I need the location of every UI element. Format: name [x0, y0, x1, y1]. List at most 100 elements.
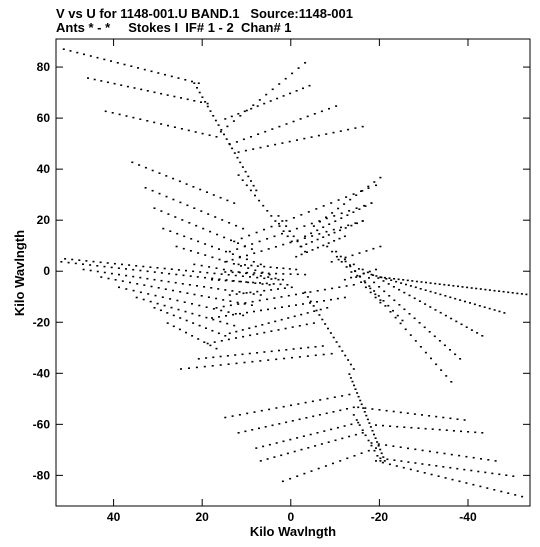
uv-point	[165, 195, 168, 198]
uv-point	[270, 330, 273, 332]
uv-point	[494, 460, 497, 462]
uv-point	[282, 243, 285, 246]
uv-point	[226, 322, 229, 325]
uv-point	[225, 138, 228, 140]
uv-point	[118, 113, 121, 116]
uv-point	[375, 184, 377, 187]
uv-point	[219, 320, 222, 323]
uv-point	[146, 277, 149, 280]
uv-point	[205, 357, 208, 359]
uv-point	[334, 220, 337, 222]
uv-point	[254, 282, 257, 284]
uv-point	[332, 462, 334, 465]
uv-point	[298, 325, 301, 327]
uv-point	[450, 381, 453, 383]
uv-point	[268, 408, 271, 411]
uv-point	[245, 281, 248, 283]
uv-point	[151, 189, 154, 192]
uv-point	[237, 432, 240, 434]
uv-point	[344, 354, 347, 357]
uv-point	[347, 359, 350, 361]
uv-point	[390, 279, 393, 281]
uv-point	[444, 477, 447, 479]
uv-point	[250, 304, 253, 306]
uv-point	[154, 294, 157, 297]
uv-point	[289, 241, 292, 244]
uv-point	[323, 288, 326, 291]
uv-point	[209, 230, 212, 233]
uv-point	[357, 406, 360, 409]
uv-point	[324, 465, 327, 467]
uv-point	[212, 318, 215, 321]
uv-point	[200, 101, 202, 103]
uv-point	[258, 427, 260, 430]
uv-point	[348, 373, 351, 375]
uv-point	[76, 51, 79, 54]
uv-point	[355, 419, 358, 421]
uv-point	[339, 409, 342, 412]
uv-point	[251, 360, 254, 363]
uv-point	[233, 202, 236, 204]
uv-point	[133, 87, 136, 89]
uv-point	[313, 113, 316, 115]
uv-point	[339, 460, 342, 462]
uv-point	[287, 294, 290, 297]
uv-point	[505, 474, 508, 476]
uv-point	[241, 166, 244, 168]
uv-point	[282, 267, 285, 270]
uv-point	[197, 82, 200, 84]
uv-point	[160, 279, 163, 282]
uv-point	[273, 297, 276, 299]
uv-point	[302, 292, 305, 294]
uv-point	[339, 130, 342, 132]
uv-point	[173, 126, 176, 128]
uv-point	[322, 353, 325, 356]
uv-point	[217, 332, 220, 335]
uv-point	[254, 269, 257, 272]
uv-point	[203, 365, 206, 368]
uv-point	[314, 445, 317, 447]
uv-point	[382, 424, 384, 427]
uv-point	[372, 274, 375, 276]
uv-point	[327, 234, 330, 236]
uv-point	[235, 224, 238, 227]
uv-point	[197, 338, 200, 340]
uv-point	[278, 423, 281, 425]
uv-point	[246, 412, 249, 415]
uv-point	[153, 207, 156, 209]
uv-point	[350, 423, 353, 426]
uv-point	[281, 232, 283, 235]
uv-point	[215, 307, 218, 309]
uv-point	[336, 297, 339, 300]
uv-point	[211, 256, 214, 259]
uv-point	[316, 246, 319, 249]
uv-point	[414, 340, 417, 342]
uv-point	[438, 340, 441, 342]
uv-point	[371, 429, 374, 432]
uv-point	[234, 313, 237, 315]
uv-point	[335, 341, 338, 343]
uv-point	[364, 281, 367, 284]
uv-point	[365, 250, 368, 252]
uv-point	[399, 446, 402, 448]
uv-point	[64, 258, 67, 260]
uv-point	[208, 266, 211, 268]
uv-point	[215, 347, 218, 350]
uv-point	[238, 414, 241, 416]
uv-point	[430, 357, 432, 360]
uv-point	[469, 302, 471, 304]
uv-point	[242, 138, 245, 141]
uv-point	[283, 287, 286, 289]
uv-point	[164, 288, 167, 290]
uv-point	[172, 177, 175, 180]
uv-point	[278, 125, 281, 128]
uv-point	[256, 265, 259, 267]
uv-point	[106, 262, 109, 264]
uv-point	[270, 215, 273, 217]
uv-point	[197, 240, 200, 243]
uv-point	[418, 322, 421, 324]
uv-point	[354, 270, 357, 273]
uv-point	[231, 290, 234, 292]
uv-point	[285, 349, 288, 351]
uv-point	[408, 294, 411, 297]
